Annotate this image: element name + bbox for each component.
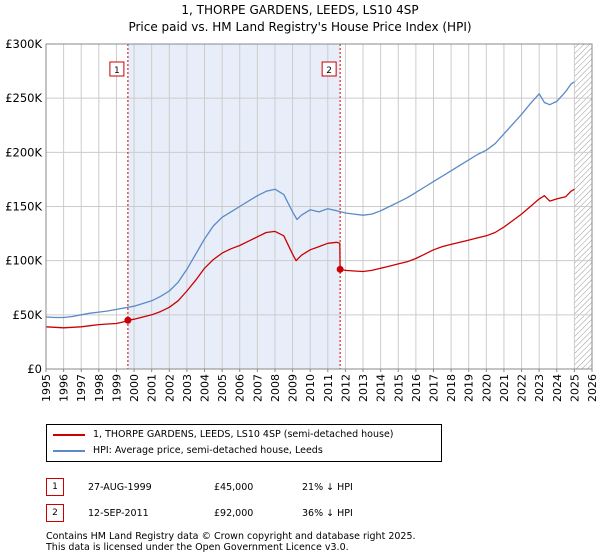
- legend-swatch-red: [53, 434, 85, 436]
- transaction-date: 27-AUG-1999: [88, 481, 152, 493]
- x-tick-label: 2012: [339, 374, 352, 402]
- x-tick-label: 2014: [375, 374, 388, 402]
- x-tick-label: 2013: [357, 374, 370, 402]
- x-tick-label: 1997: [75, 374, 88, 402]
- price-chart: 1 2 £0 £50K £100K £150K £200K £250K £300K 1995 19…: [5, 37, 599, 402]
- x-tick-label: 2000: [128, 374, 141, 402]
- x-tick-label: 2017: [427, 374, 440, 402]
- x-tick-label: 2018: [445, 374, 458, 402]
- x-tick-label: 2015: [392, 374, 405, 402]
- property-series-line: [46, 188, 575, 329]
- transaction-price: £92,000: [214, 507, 254, 519]
- sale-label-box: [109, 61, 125, 77]
- footer: Contains HM Land Registry data © Crown c…: [46, 531, 416, 553]
- x-tick-label: 2026: [586, 374, 599, 402]
- chart-title: 1, THORPE GARDENS, LEEDS, LS10 4SP: [181, 3, 419, 17]
- y-tick-label: £200K: [5, 145, 42, 159]
- sale-point: [336, 265, 344, 273]
- legend-swatch-blue: [53, 450, 85, 452]
- sale-label: 1: [114, 66, 120, 76]
- legend: 1, THORPE GARDENS, LEEDS, LS10 4SP (semi…: [46, 424, 442, 462]
- sale-label: 2: [326, 66, 332, 76]
- y-tick-label: £300K: [5, 37, 42, 51]
- y-tick-label: £150K: [5, 200, 42, 214]
- x-tick-label: 2020: [480, 374, 493, 402]
- x-tick-label: 2019: [463, 374, 476, 402]
- x-tick-label: 2023: [533, 374, 546, 402]
- table-row: 2 12-SEP-2011 £92,000 36% ↓ HPI: [40, 500, 353, 526]
- x-tick-label: 2005: [216, 374, 229, 402]
- transaction-price: £45,000: [214, 481, 254, 493]
- transaction-hpi: 21% ↓ HPI: [302, 481, 353, 493]
- transaction-date: 12-SEP-2011: [88, 507, 149, 519]
- hpi-series-line: [46, 81, 575, 319]
- x-tick-label: 2021: [498, 374, 511, 402]
- y-tick-label: £0: [27, 362, 42, 376]
- x-tick-label: 2010: [304, 374, 317, 402]
- x-tick-label: 2007: [251, 374, 264, 402]
- legend-label-property: 1, THORPE GARDENS, LEEDS, LS10 4SP (semi…: [93, 429, 394, 440]
- x-tick-label: 2011: [322, 374, 335, 402]
- sale-point: [124, 316, 132, 324]
- x-tick-label: 2003: [181, 374, 194, 402]
- x-tick-label: 2004: [199, 374, 212, 402]
- x-tick-label: 2008: [269, 374, 282, 402]
- y-tick-label: £50K: [13, 308, 43, 322]
- x-tick-label: 1998: [93, 374, 106, 402]
- legend-label-hpi: HPI: Average price, semi-detached house,…: [93, 445, 323, 456]
- x-tick-label: 2024: [551, 374, 564, 402]
- x-tick-label: 1999: [110, 374, 123, 402]
- footer-copyright: Contains HM Land Registry data © Crown c…: [46, 531, 416, 542]
- x-tick-label: 2009: [287, 374, 300, 402]
- y-tick-label: £100K: [5, 254, 42, 268]
- x-tick-label: 1995: [40, 374, 53, 402]
- x-tick-label: 2001: [146, 374, 159, 402]
- transactions-table: 1 27-AUG-1999 £45,000 21% ↓ HPI 2 12-SEP…: [40, 474, 353, 526]
- chart-subtitle: Price paid vs. HM Land Registry's House …: [128, 20, 472, 34]
- x-tick-label: 2022: [516, 374, 529, 402]
- sale-label-box: [321, 61, 337, 77]
- x-tick-label: 2006: [234, 374, 247, 402]
- transaction-hpi: 36% ↓ HPI: [302, 507, 353, 519]
- table-row: 1 27-AUG-1999 £45,000 21% ↓ HPI: [40, 474, 353, 500]
- x-tick-label: 2002: [163, 374, 176, 402]
- transaction-number: 2: [46, 504, 64, 522]
- x-tick-label: 2016: [410, 374, 423, 402]
- plot-border: [45, 43, 593, 370]
- x-tick-label: 2025: [568, 374, 581, 402]
- x-tick-label: 1996: [58, 374, 71, 402]
- transaction-number: 1: [46, 478, 64, 496]
- footer-licence: This data is licensed under the Open Gov…: [46, 542, 349, 553]
- y-tick-label: £250K: [5, 91, 42, 105]
